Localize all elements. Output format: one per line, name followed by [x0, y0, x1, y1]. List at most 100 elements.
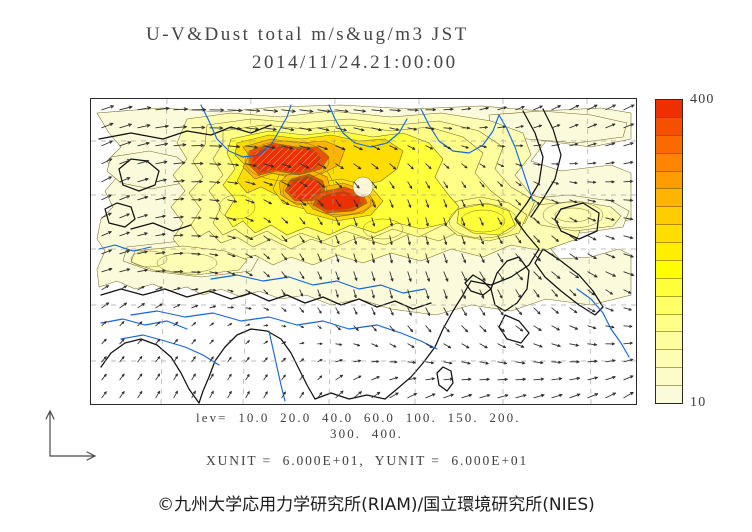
wind-vector-383	[515, 325, 524, 332]
wind-vector-434	[353, 359, 362, 363]
wind-vector-186	[209, 217, 220, 221]
wind-vector-35	[191, 125, 206, 130]
wind-vector-375	[371, 325, 377, 332]
dust-fill-level-400-core-hatch	[253, 145, 322, 173]
wind-vector-310	[281, 289, 286, 296]
wind-vector-360	[101, 321, 107, 327]
wind-vector-492	[317, 392, 323, 399]
wind-vector-239	[623, 235, 634, 240]
wind-vector-179	[623, 198, 634, 202]
wind-vector-290	[461, 271, 467, 282]
wind-vector-481	[119, 391, 125, 399]
wind-vector-145	[551, 181, 559, 185]
wind-vector-55	[551, 124, 561, 129]
wind-vector-44	[353, 127, 365, 132]
wind-vector-353	[515, 307, 523, 316]
wind-vector-196	[389, 217, 393, 227]
wind-vector-89	[623, 142, 634, 147]
wind-vector-378	[425, 325, 432, 333]
wind-vector-58	[605, 123, 616, 129]
wind-vector-414	[533, 343, 543, 348]
wind-vector-19	[443, 107, 454, 111]
wind-vector-204	[533, 217, 540, 224]
wind-vector-143	[515, 181, 522, 187]
wind-vector-484	[173, 390, 178, 399]
wind-vector-508	[605, 392, 617, 399]
wind-vector-388	[605, 325, 615, 329]
wind-vector-509	[623, 391, 634, 399]
wind-vector-235	[551, 235, 559, 242]
wind-vector-281	[299, 271, 305, 280]
wind-vector-99	[263, 163, 275, 168]
wind-vector-222	[317, 235, 322, 244]
wind-vector-169	[443, 199, 448, 208]
wind-vector-211	[119, 231, 130, 237]
wind-vector-142	[497, 181, 504, 187]
wind-vector-431	[299, 358, 305, 363]
wind-vector-275	[191, 270, 201, 274]
wind-vector-489	[263, 391, 268, 399]
wind-vector-392	[137, 338, 143, 345]
wind-vector-85	[551, 143, 560, 147]
wind-vector-139	[443, 181, 449, 189]
wind-vector-380	[461, 325, 469, 333]
wind-vector-442	[497, 361, 508, 365]
wind-vector-370	[281, 325, 287, 328]
colorbar-band-2	[656, 135, 682, 154]
wind-vector-218	[245, 235, 254, 240]
wind-vector-398	[245, 340, 250, 345]
wind-vector-249	[263, 253, 270, 260]
wind-vector-240	[101, 249, 112, 255]
wind-vector-415	[551, 343, 561, 348]
wind-vector-436	[389, 360, 398, 364]
wind-vector-215	[191, 234, 202, 238]
wind-vector-356	[569, 307, 578, 314]
wind-vector-506	[569, 393, 581, 399]
wind-vector-31	[119, 123, 132, 129]
wind-vector-155	[191, 198, 202, 202]
wind-vector-347	[407, 307, 412, 316]
wind-vector-296	[569, 271, 580, 279]
wind-vector-386	[569, 325, 579, 330]
wind-vector-397	[227, 339, 232, 345]
wind-vector-152	[137, 195, 149, 201]
river-layer	[98, 104, 630, 402]
wind-vector-428	[245, 356, 250, 363]
wind-vector-366	[209, 322, 215, 327]
wind-vector-466	[389, 376, 399, 381]
colorbar-band-9	[656, 260, 682, 279]
wind-vector-95	[191, 161, 204, 166]
copyright-credit: ©九州大学応用力学研究所(RIAM)/国立環境研究所(NIES)	[157, 495, 595, 515]
wind-vector-243	[155, 251, 166, 255]
wind-vector-420	[101, 356, 107, 363]
wind-vector-184	[173, 215, 184, 219]
wind-vector-147	[587, 180, 597, 184]
wind-vector-264	[533, 253, 541, 262]
wind-vector-325	[551, 289, 558, 297]
wind-vector-33	[155, 124, 169, 129]
wind-vector-475	[551, 377, 563, 381]
wind-vector-307	[227, 289, 234, 293]
wind-vector-65	[191, 143, 205, 148]
wind-vector-68	[245, 145, 258, 149]
wind-vector-149	[623, 179, 634, 183]
wind-vector-441	[479, 361, 489, 365]
wind-vector-49	[443, 126, 453, 130]
wind-vector-3	[155, 106, 170, 111]
wind-vector-97	[227, 163, 240, 167]
wind-vector-39	[263, 127, 277, 132]
wind-vector-93	[155, 160, 168, 165]
wind-vector-37	[227, 126, 242, 131]
wind-vector-231	[479, 235, 484, 245]
wind-vector-21	[479, 106, 489, 111]
wind-vector-424	[173, 356, 178, 363]
wind-vector-247	[227, 253, 236, 258]
wind-vector-377	[407, 325, 414, 333]
wind-vector-166	[389, 199, 394, 208]
wind-vector-491	[299, 391, 305, 399]
wind-vector-409	[443, 343, 452, 349]
wind-vector-289	[443, 271, 449, 282]
wind-vector-499	[443, 393, 454, 399]
vector-scale-key	[45, 409, 97, 461]
wind-vector-454	[173, 373, 178, 381]
